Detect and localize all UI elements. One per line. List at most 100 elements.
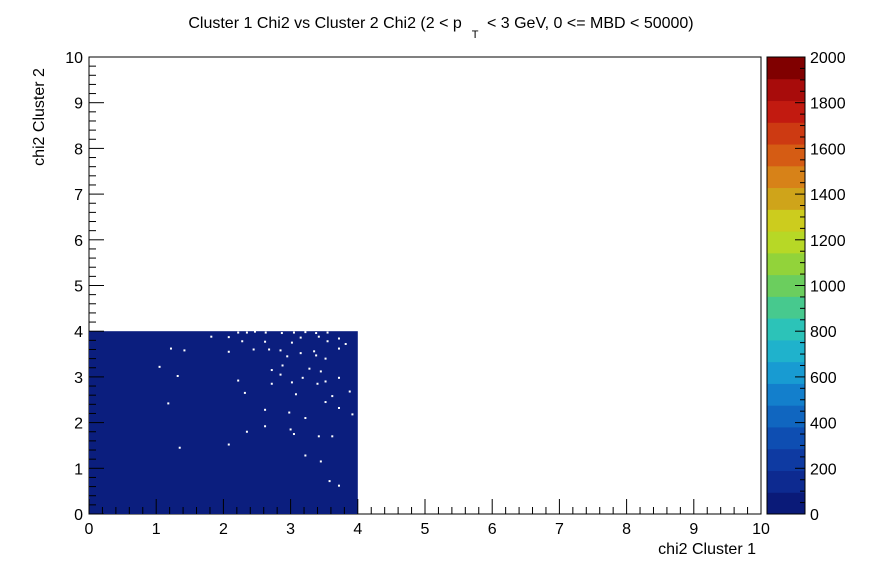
heatmap-empty-bin [337,347,340,350]
heatmap-empty-bin [328,480,331,483]
palette-band [767,209,805,232]
z-tick-label: 800 [810,324,837,341]
heatmap-empty-bin [319,460,322,463]
heatmap-empty-bin [316,382,319,385]
heatmap-empty-bin [264,425,267,428]
heatmap-empty-bin [281,364,284,367]
palette-band [767,318,805,341]
heatmap-area [89,330,358,514]
y-tick-label: 9 [74,96,83,113]
heatmap-empty-bin [253,330,256,333]
heatmap-empty-bin [237,331,240,334]
heatmap-empty-bin [264,340,267,343]
palette-band [767,426,805,450]
heatmap-empty-bin [331,435,334,438]
y-tick-label: 5 [74,279,83,296]
heatmap-empty-bin [279,349,282,352]
z-tick-label: 1000 [810,279,846,296]
heatmap-empty-bin [299,336,302,339]
x-tick-label: 5 [421,521,430,538]
x-tick-label: 6 [488,521,497,538]
heatmap-empty-bin [237,379,240,382]
heatmap-empty-bin [315,332,318,335]
heatmap-empty-bin [324,401,327,404]
heatmap-filled-region [89,331,358,514]
heatmap-empty-bin [227,336,230,339]
heatmap-empty-bin [178,446,181,449]
heatmap-empty-bin [348,390,351,393]
heatmap-empty-bin [264,331,267,334]
y-tick-label: 6 [74,233,83,250]
heatmap-empty-bin [252,348,255,351]
heatmap-empty-bin [317,335,320,338]
heatmap-empty-bin [289,428,292,431]
heatmap-empty-bin [290,341,293,344]
y-tick-label: 3 [74,370,83,387]
palette-band [767,165,805,189]
x-tick-label: 3 [286,521,295,538]
heatmap-empty-bin [158,365,161,368]
heatmap-empty-bin [270,369,273,372]
heatmap-empty-bin [183,349,186,352]
palette-band [767,361,805,384]
y-axis-label: chi2 Cluster 2 [31,68,48,166]
z-tick-label: 200 [810,461,837,478]
heatmap-empty-bin [326,340,329,343]
palette-band [767,252,805,276]
heatmap-empty-bin [313,350,316,353]
palette-band [767,122,805,145]
palette-band [767,448,805,471]
heatmap-empty-bin [292,433,295,436]
z-tick-label: 1400 [810,187,846,204]
heatmap-empty-bin [308,367,311,370]
y-tick-label: 4 [74,324,83,341]
palette-band [767,405,805,428]
heatmap-empty-bin [169,347,172,350]
x-tick-label: 0 [85,521,94,538]
heatmap-empty-bin [167,402,170,405]
heatmap-empty-bin [176,374,179,377]
palette-band [767,144,805,167]
heatmap-empty-bin [344,342,347,345]
x-tick-label: 10 [752,521,770,538]
z-tick-label: 2000 [810,50,846,67]
heatmap-empty-bin [294,393,297,396]
heatmap-empty-bin [317,435,320,438]
heatmap-empty-bin [337,406,340,409]
heatmap-empty-bin [290,381,293,384]
heatmap-empty-bin [270,382,273,385]
palette-band [767,187,805,210]
z-tick-label: 0 [810,507,819,524]
heatmap-empty-bin [280,332,283,335]
heatmap-empty-bin [241,340,244,343]
heatmap-empty-bin [292,331,295,334]
palette-band [767,339,805,363]
heatmap-empty-bin [264,408,267,411]
z-tick-label: 600 [810,370,837,387]
z-tick-label: 1200 [810,233,846,250]
heatmap-empty-bin [301,376,304,379]
heatmap-empty-bin [304,417,307,420]
color-palette: 0 200 400 600 800 1000 1200 1400 1600 1800 2000 [766,50,846,524]
heatmap-empty-bin [319,370,322,373]
heatmap-empty-bin [337,484,340,487]
y-tick-label: 10 [65,50,83,67]
heatmap-empty-bin [279,373,282,376]
x-tick-label: 4 [353,521,362,538]
palette-band [767,100,805,123]
heatmap-empty-bin [315,354,318,357]
heatmap-empty-bin [351,413,354,416]
heatmap-empty-bin [245,430,248,433]
palette-band [767,296,805,319]
heatmap-empty-bin [337,337,340,340]
chart-title-subscript: T [472,29,479,41]
heatmap-empty-bin [245,331,248,334]
x-tick-label: 9 [689,521,698,538]
y-tick-label: 8 [74,141,83,158]
x-tick-label: 1 [152,521,161,538]
y-tick-label: 0 [74,507,83,524]
heatmap-empty-bin [299,352,302,355]
heatmap-empty-bin [304,454,307,457]
palette-band [767,231,805,254]
